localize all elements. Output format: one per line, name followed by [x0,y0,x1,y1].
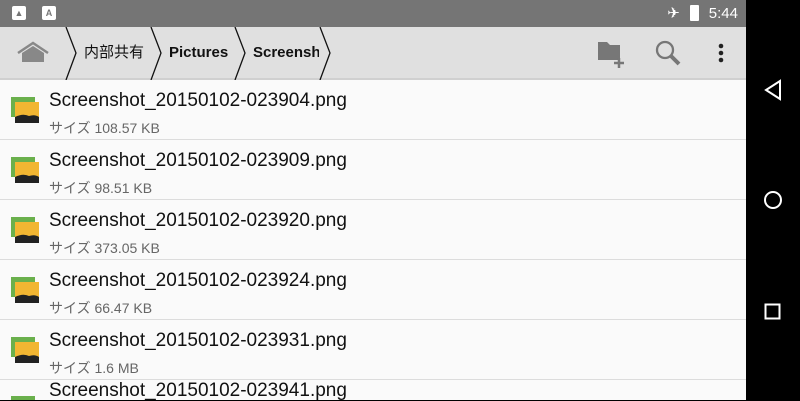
airplane-icon: ✈ [667,5,680,22]
search-icon [655,40,681,65]
file-name: Screenshot_20150102-023931.png [49,330,347,351]
breadcrumb-separator [234,27,246,80]
file-size: サイズ 66.47 KB [49,300,153,316]
breadcrumb-separator [319,27,331,80]
navigation-bar [746,0,800,400]
file-list: Screenshot_20150102-023904.png サイズ 108.57… [0,80,746,400]
breadcrumb-pictures[interactable]: Pictures [169,44,229,61]
recents-icon[interactable] [764,303,782,321]
image-file-icon [11,97,39,123]
more-options-button[interactable] [696,43,746,63]
breadcrumb-internal-storage[interactable]: 内部共有 [84,44,145,61]
image-file-icon [11,217,39,243]
file-row[interactable]: Screenshot_20150102-023909.png サイズ 98.51 … [0,140,746,200]
home-icon[interactable] [16,41,50,63]
file-size: サイズ 373.05 KB [49,240,160,256]
file-row[interactable]: Screenshot_20150102-023941.png [0,380,746,400]
battery-icon [689,5,699,21]
file-row[interactable]: Screenshot_20150102-023931.png サイズ 1.6 MB [0,320,746,380]
back-icon[interactable] [763,79,783,101]
file-row[interactable]: Screenshot_20150102-023904.png サイズ 108.57… [0,80,746,140]
file-name: Screenshot_20150102-023924.png [49,270,347,291]
file-name: Screenshot_20150102-023909.png [49,150,347,171]
image-file-icon [11,337,39,363]
image-file-icon [11,277,39,303]
file-name: Screenshot_20150102-023920.png [49,210,347,231]
file-size: サイズ 98.51 KB [49,180,153,196]
new-folder-icon [598,41,624,68]
file-name: Screenshot_20150102-023941.png [49,380,347,401]
image-file-icon [11,157,39,183]
image-icon: ▲ [12,6,26,20]
breadcrumb-separator [150,27,162,80]
file-size: サイズ 108.57 KB [49,120,160,136]
image-file-icon [11,396,35,400]
file-name: Screenshot_20150102-023904.png [49,90,347,111]
file-size: サイズ 1.6 MB [49,360,139,376]
file-row[interactable]: Screenshot_20150102-023920.png サイズ 373.05… [0,200,746,260]
status-bar: ▲ A ✈ 5:44 [0,0,746,27]
toolbar: 内部共有 Pictures Screensh [0,27,746,80]
file-row[interactable]: Screenshot_20150102-023924.png サイズ 66.47 … [0,260,746,320]
new-folder-button[interactable] [584,38,640,68]
clock: 5:44 [708,4,738,22]
breadcrumb-separator [65,27,77,80]
a-icon: A [42,6,56,20]
breadcrumb-screenshots[interactable]: Screensh [253,44,319,61]
more-vert-icon [718,43,724,62]
search-button[interactable] [640,39,696,67]
home-icon[interactable] [763,190,783,210]
